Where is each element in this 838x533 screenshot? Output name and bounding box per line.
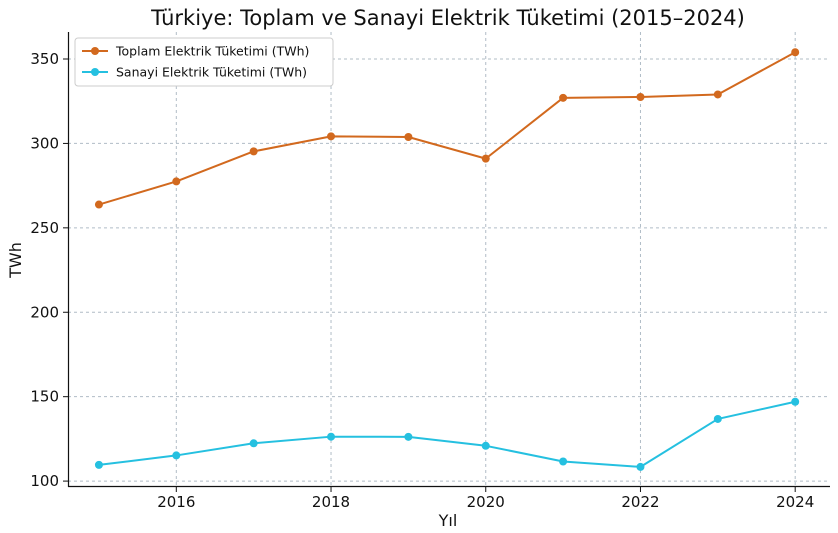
series-layer — [94, 48, 800, 471]
legend-marker-sanayi — [91, 68, 99, 76]
y-tick-label: 200 — [30, 303, 59, 321]
data-point — [713, 90, 722, 99]
data-point — [172, 451, 181, 460]
data-point — [94, 460, 103, 469]
data-point — [327, 132, 336, 141]
x-tick-label: 2016 — [157, 493, 195, 511]
y-tick-label: 150 — [30, 388, 59, 406]
series-line-0 — [98, 51, 796, 206]
x-tick-label: 2018 — [312, 493, 350, 511]
data-point — [559, 457, 568, 466]
legend-label-toplam: Toplam Elektrik Tüketimi (TWh) — [115, 44, 309, 59]
y-tick-label: 250 — [30, 219, 59, 237]
data-point — [481, 441, 490, 450]
data-point — [404, 133, 413, 142]
data-point — [327, 432, 336, 441]
series-line-1 — [98, 400, 796, 468]
data-point — [713, 414, 722, 423]
x-tick-label: 2024 — [776, 493, 814, 511]
y-axis-title: TWh — [6, 242, 25, 279]
data-point — [559, 93, 568, 102]
legend-box — [74, 37, 334, 87]
y-tick-label: 100 — [30, 472, 59, 490]
x-tick-label: 2020 — [467, 493, 505, 511]
x-axis-title: Yıl — [438, 511, 458, 530]
x-tick-group: 2016 2018 2020 2022 2024 — [157, 487, 814, 511]
data-point — [791, 397, 800, 406]
data-point — [249, 439, 258, 448]
data-point — [94, 200, 103, 209]
x-tick-label: 2022 — [621, 493, 659, 511]
data-point — [404, 432, 413, 441]
legend-marker-toplam — [91, 47, 99, 55]
data-point — [481, 154, 490, 163]
chart-title: Türkiye: Toplam ve Sanayi Elektrik Tüket… — [150, 6, 745, 30]
data-point — [636, 93, 645, 101]
data-point — [636, 462, 645, 471]
data-point — [172, 177, 181, 186]
grid-lines — [68, 32, 830, 487]
legend-label-sanayi: Sanayi Elektrik Tüketimi (TWh) — [116, 65, 307, 80]
data-point — [249, 147, 258, 156]
y-tick-label: 300 — [30, 134, 59, 152]
legend: Toplam Elektrik Tüketimi (TWh) Sanayi El… — [74, 37, 334, 87]
y-tick-label: 350 — [30, 50, 59, 68]
data-point — [791, 48, 800, 57]
y-tick-group: 100 150 200 250 300 350 — [30, 50, 68, 490]
